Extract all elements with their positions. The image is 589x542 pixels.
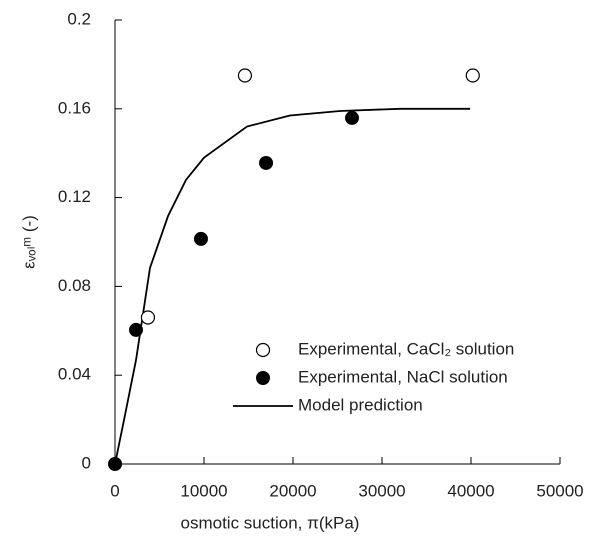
filled-point — [129, 322, 144, 337]
x-tick-label: 10000 — [180, 481, 227, 500]
y-tick-label: 0.2 — [67, 9, 91, 28]
x-tick-label: 50000 — [536, 481, 583, 500]
x-tick-label: 30000 — [358, 481, 405, 500]
open-point — [465, 68, 480, 83]
x-axis-label: osmotic suction, π(kPa) — [181, 513, 360, 532]
legend-label: Experimental, NaCl solution — [298, 367, 508, 386]
x-tick-label: 0 — [110, 481, 119, 500]
legend-label: Experimental, CaCl₂ solution — [298, 339, 514, 358]
open-point — [237, 68, 253, 83]
legend-marker — [256, 371, 270, 385]
y-tick-label: 0.08 — [58, 276, 91, 295]
legend-marker — [255, 342, 271, 358]
x-tick-label: 40000 — [447, 481, 494, 500]
filled-point — [259, 155, 274, 170]
y-tick-label: 0.12 — [58, 187, 91, 206]
y-tick-label: 0.04 — [58, 365, 91, 384]
x-tick-label: 20000 — [269, 481, 316, 500]
filled-point — [108, 457, 122, 471]
y-tick-label: 0 — [82, 453, 91, 472]
filled-point — [345, 110, 360, 125]
y-tick-label: 0.16 — [58, 98, 91, 117]
legend-label: Model prediction — [298, 395, 423, 414]
filled-point — [193, 231, 208, 246]
open-point — [140, 310, 156, 325]
y-axis-label: εᵥₒₗᵐ (-) — [19, 215, 38, 269]
model-line — [114, 107, 471, 465]
